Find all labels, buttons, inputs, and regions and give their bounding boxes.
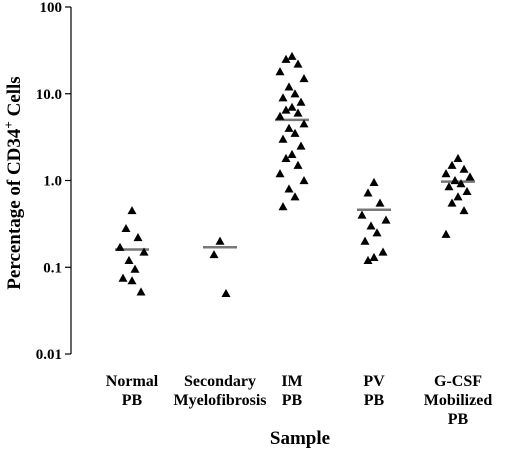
data-point <box>363 188 373 197</box>
x-category-label: PB <box>122 392 143 409</box>
data-point <box>299 73 309 83</box>
y-axis-title-superscript: + <box>1 121 16 128</box>
x-category-label: PB <box>282 392 303 409</box>
data-point <box>118 273 128 282</box>
data-point <box>127 276 137 285</box>
x-category-label: Normal <box>106 373 159 390</box>
y-axis-title-main: Percentage of CD34 <box>4 128 25 290</box>
x-axis-title: Sample <box>270 428 330 449</box>
data-point <box>357 210 367 219</box>
y-axis-title-tail: Cells <box>4 76 25 121</box>
data-point <box>465 172 475 181</box>
x-category-label: Secondary <box>184 373 256 390</box>
x-category-labels: Normal PB Secondary Myelofibrosis IM PB PV PB G-… <box>106 373 493 428</box>
data-point <box>372 228 382 237</box>
y-tick-label: 0.1 <box>43 260 62 276</box>
data-point <box>275 111 285 120</box>
data-point <box>453 153 463 162</box>
data-point <box>290 128 300 137</box>
y-tick-label: 10.0 <box>36 87 62 103</box>
median-lines <box>115 118 475 251</box>
data-point <box>130 264 140 273</box>
data-point <box>360 236 370 245</box>
data-point <box>293 108 303 117</box>
data-point <box>378 247 388 256</box>
data-point <box>363 255 373 264</box>
data-point <box>369 177 379 187</box>
data-point <box>278 134 288 143</box>
data-point <box>133 233 143 242</box>
data-point <box>278 202 288 211</box>
data-point <box>278 93 288 102</box>
x-category-label: PV <box>363 373 385 390</box>
data-point <box>215 236 225 245</box>
x-category-label: G-CSF <box>434 373 482 390</box>
y-tick-label: 0.01 <box>36 347 62 363</box>
data-point <box>275 67 285 76</box>
data-point <box>459 206 469 215</box>
data-point <box>299 119 309 128</box>
y-tick-label: 1.0 <box>43 174 62 190</box>
data-point <box>462 186 472 195</box>
data-point <box>293 59 303 68</box>
data-points <box>115 51 475 297</box>
data-point <box>136 287 146 296</box>
data-point <box>281 105 291 114</box>
data-point <box>441 169 451 178</box>
data-point <box>115 242 125 251</box>
data-point <box>456 179 466 188</box>
data-point <box>296 97 306 106</box>
x-category-label: Mobilized <box>424 392 493 409</box>
data-point <box>284 82 294 91</box>
data-point <box>209 250 219 259</box>
y-ticks: 100 10.0 1.0 0.1 0.01 <box>36 0 71 363</box>
data-point <box>369 252 379 261</box>
data-point <box>453 192 463 201</box>
data-point <box>287 51 297 60</box>
data-point <box>275 169 285 178</box>
data-point <box>281 54 291 63</box>
data-point <box>121 223 131 233</box>
data-point <box>290 89 300 98</box>
data-point <box>284 123 294 132</box>
x-category-label: Myelofibrosis <box>173 392 266 409</box>
data-point <box>284 184 294 193</box>
data-point <box>293 160 303 169</box>
data-point <box>375 198 385 207</box>
data-point <box>366 221 376 230</box>
data-point <box>221 288 231 297</box>
data-point <box>447 160 457 169</box>
x-category-label: IM <box>281 373 302 390</box>
data-point <box>287 102 297 111</box>
data-point <box>444 182 454 191</box>
data-point <box>290 192 300 201</box>
x-category-label: PB <box>448 411 469 428</box>
data-point <box>281 153 291 162</box>
data-point <box>441 229 451 238</box>
data-point <box>447 198 457 207</box>
data-point <box>139 247 149 256</box>
data-point <box>381 215 391 224</box>
data-point <box>450 176 460 185</box>
y-tick-label: 100 <box>40 0 63 16</box>
data-point <box>299 176 309 185</box>
data-point <box>124 255 134 264</box>
x-category-label: PB <box>364 392 385 409</box>
data-point <box>296 141 306 150</box>
data-point <box>287 149 297 158</box>
data-point <box>127 206 137 215</box>
y-axis-title: Percentage of CD34+ Cells <box>1 76 25 289</box>
data-point <box>459 164 469 173</box>
